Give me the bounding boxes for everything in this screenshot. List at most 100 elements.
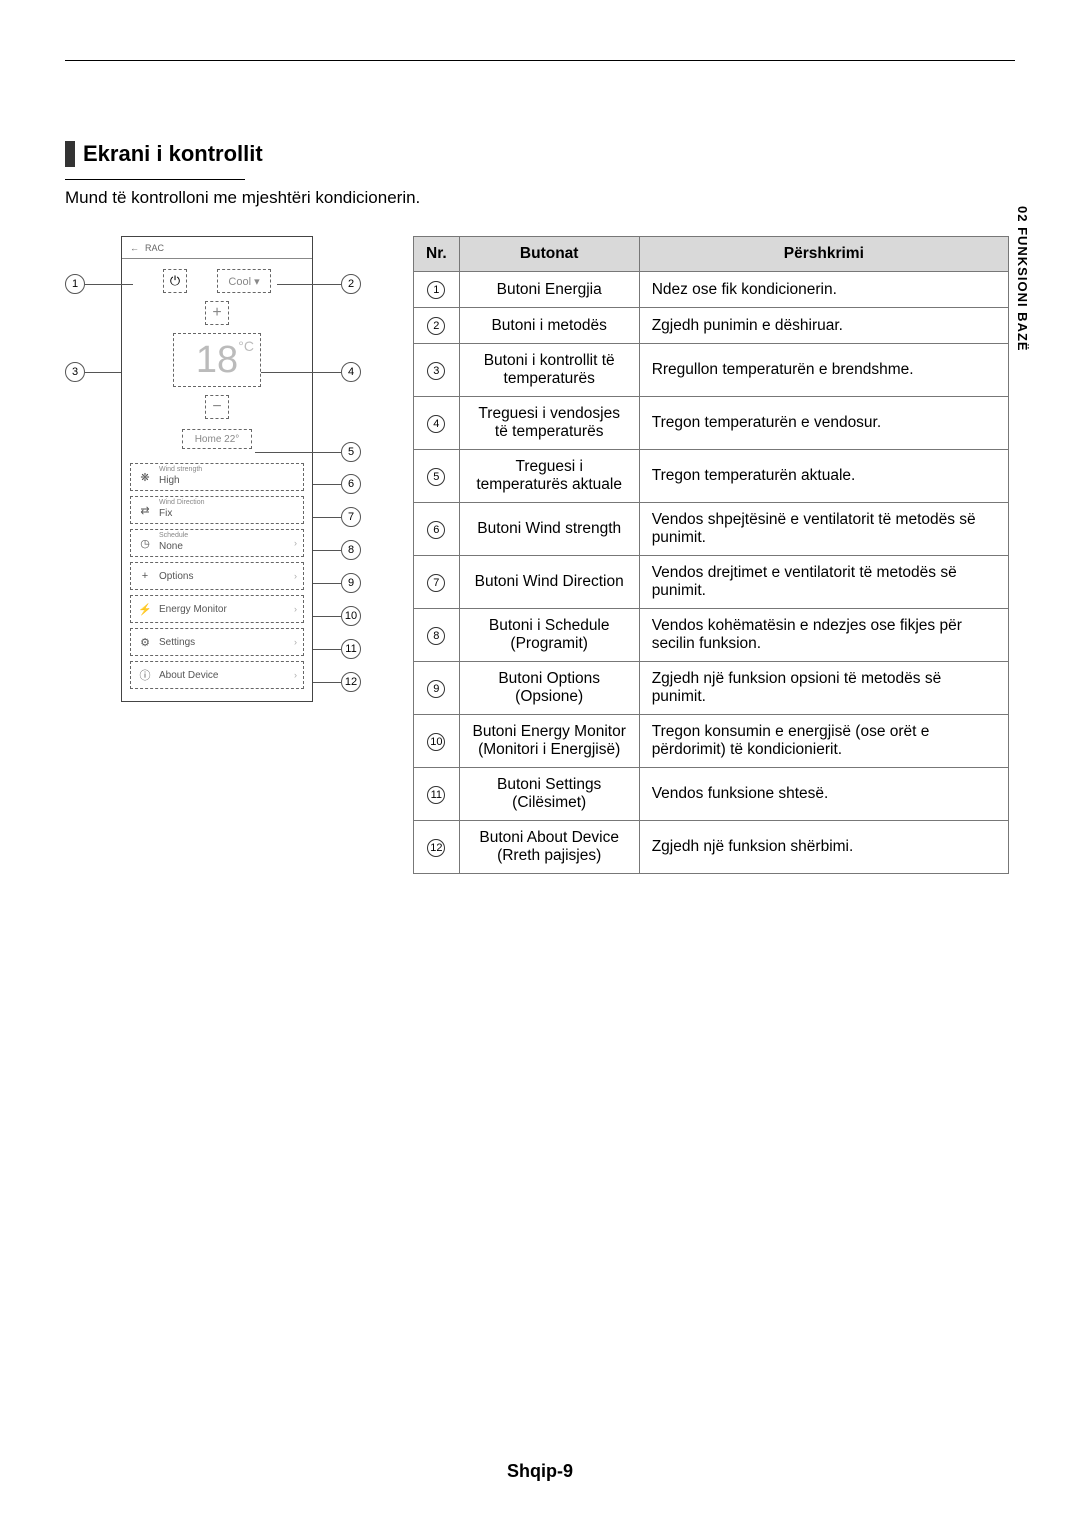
leader-1	[85, 284, 133, 285]
cell-nr: 5	[414, 450, 460, 503]
home-temp-indicator: Home 22°	[182, 429, 252, 449]
phone-frame: ← RAC ⏻ Cool ▾ + 18 °C − Home 22° ❋ Wind …	[121, 236, 313, 702]
callout-10: 10	[341, 606, 361, 626]
menu-label: Settings	[159, 637, 195, 648]
cell-nr: 4	[414, 397, 460, 450]
section-divider	[65, 179, 245, 180]
table-row: 9Butoni Options (Opsione)Zgjedh një funk…	[414, 662, 1009, 715]
menu-item[interactable]: ❋ Wind strength High	[130, 463, 304, 491]
cell-button: Butoni i kontrollit të temperaturës	[459, 344, 639, 397]
cell-desc: Vendos funksione shtesë.	[639, 768, 1008, 821]
table-row: 5Treguesi i temperaturës aktualeTregon t…	[414, 450, 1009, 503]
temp-up-button[interactable]: +	[205, 301, 229, 325]
menu-icon: ⓘ	[137, 667, 153, 683]
cell-desc: Tregon temperaturën aktuale.	[639, 450, 1008, 503]
menu-label: About Device	[159, 670, 218, 681]
th-btn: Butonat	[459, 237, 639, 272]
menu-item[interactable]: ◷ScheduleNone›	[130, 529, 304, 557]
cell-desc: Zgjedh punimin e dëshiruar.	[639, 308, 1008, 344]
phone-header-label: RAC	[145, 243, 164, 253]
cell-button: Butoni About Device (Rreth pajisjes)	[459, 821, 639, 874]
cell-desc: Rregullon temperaturën e brendshme.	[639, 344, 1008, 397]
cell-button: Butoni i metodës	[459, 308, 639, 344]
leader-3	[85, 372, 121, 373]
cell-desc: Vendos drejtimet e ventilatorit të metod…	[639, 556, 1008, 609]
cell-button: Butoni Energjia	[459, 272, 639, 308]
callout-12: 12	[341, 672, 361, 692]
cell-desc: Vendos shpejtësinë e ventilatorit të met…	[639, 503, 1008, 556]
menu-label: Fix	[159, 508, 172, 519]
cell-nr: 2	[414, 308, 460, 344]
table-row: 7Butoni Wind DirectionVendos drejtimet e…	[414, 556, 1009, 609]
temp-down-button[interactable]: −	[205, 395, 229, 419]
callout-1: 1	[65, 274, 85, 294]
leader-5	[255, 452, 341, 453]
cell-button: Butoni Wind Direction	[459, 556, 639, 609]
callout-11: 11	[341, 639, 361, 659]
menu-icon: +	[137, 570, 153, 582]
menu-label: Energy Monitor	[159, 604, 227, 615]
callout-3: 3	[65, 362, 85, 382]
leader-11	[313, 649, 341, 650]
table-row: 11Butoni Settings (Cilësimet)Vendos funk…	[414, 768, 1009, 821]
cell-button: Treguesi i temperaturës aktuale	[459, 450, 639, 503]
back-arrow-icon: ←	[130, 243, 139, 253]
menu-sublabel: Wind strength	[159, 466, 202, 473]
menu-item[interactable]: ⚙ Settings ›	[130, 628, 304, 656]
description-table: Nr. Butonat Përshkrimi 1Butoni EnergjiaN…	[413, 236, 1009, 874]
cell-button: Butoni i Schedule (Programit)	[459, 609, 639, 662]
side-tab: 02 FUNKSIONI BAZË	[1015, 206, 1030, 352]
callout-5: 5	[341, 442, 361, 462]
menu-label: Options	[159, 571, 193, 582]
menu-item[interactable]: ⚡Energy Monitor›	[130, 595, 304, 623]
cell-button: Butoni Energy Monitor (Monitori i Energj…	[459, 715, 639, 768]
table-row: 10Butoni Energy Monitor (Monitori i Ener…	[414, 715, 1009, 768]
menu-list: ❋Wind strengthHigh⇄Wind DirectionFix◷Sch…	[122, 463, 312, 689]
cell-nr: 8	[414, 609, 460, 662]
table-row: 6Butoni Wind strengthVendos shpejtësinë …	[414, 503, 1009, 556]
menu-item[interactable]: +Options›	[130, 562, 304, 590]
leader-4	[261, 372, 341, 373]
chevron-right-icon: ›	[294, 538, 297, 548]
callout-2: 2	[341, 274, 361, 294]
cell-nr: 3	[414, 344, 460, 397]
leader-12	[313, 682, 341, 683]
mode-button[interactable]: Cool ▾	[217, 269, 271, 293]
cell-button: Treguesi i vendosjes të temperaturës	[459, 397, 639, 450]
menu-item[interactable]: ⇄Wind DirectionFix	[130, 496, 304, 524]
leader-6	[313, 484, 341, 485]
temp-display: 18 °C	[173, 333, 261, 387]
chevron-right-icon: ›	[294, 670, 297, 680]
menu-icon: ❋	[137, 471, 153, 484]
menu-item[interactable]: ⓘ About Device ›	[130, 661, 304, 689]
control-diagram: ← RAC ⏻ Cool ▾ + 18 °C − Home 22° ❋Wind …	[65, 236, 365, 716]
leader-10	[313, 616, 341, 617]
callout-8: 8	[341, 540, 361, 560]
phone-header: ← RAC	[122, 237, 312, 259]
power-button[interactable]: ⏻	[163, 269, 187, 293]
cell-button: Butoni Settings (Cilësimet)	[459, 768, 639, 821]
section-subtitle: Mund të kontrolloni me mjeshtëri kondici…	[65, 188, 1015, 208]
menu-sublabel: Schedule	[159, 532, 188, 539]
menu-label: None	[159, 541, 183, 552]
th-nr: Nr.	[414, 237, 460, 272]
table-row: 4Treguesi i vendosjes të temperaturësTre…	[414, 397, 1009, 450]
table-row: 12Butoni About Device (Rreth pajisjes)Zg…	[414, 821, 1009, 874]
chevron-right-icon: ›	[294, 637, 297, 647]
section-header: Ekrani i kontrollit	[65, 141, 1015, 167]
chevron-right-icon: ›	[294, 604, 297, 614]
menu-label: High	[159, 475, 180, 486]
table-row: 1Butoni EnergjiaNdez ose fik kondicioner…	[414, 272, 1009, 308]
cell-nr: 1	[414, 272, 460, 308]
cell-desc: Tregon temperaturën e vendosur.	[639, 397, 1008, 450]
section-bar	[65, 141, 75, 167]
cell-button: Butoni Options (Opsione)	[459, 662, 639, 715]
menu-icon: ⚙	[137, 636, 153, 649]
cell-nr: 7	[414, 556, 460, 609]
temp-unit: °C	[238, 338, 254, 354]
cell-desc: Zgjedh një funksion shërbimi.	[639, 821, 1008, 874]
cell-button: Butoni Wind strength	[459, 503, 639, 556]
cell-desc: Zgjedh një funksion opsioni të metodës s…	[639, 662, 1008, 715]
menu-sublabel: Wind Direction	[159, 499, 205, 506]
leader-2	[277, 284, 341, 285]
